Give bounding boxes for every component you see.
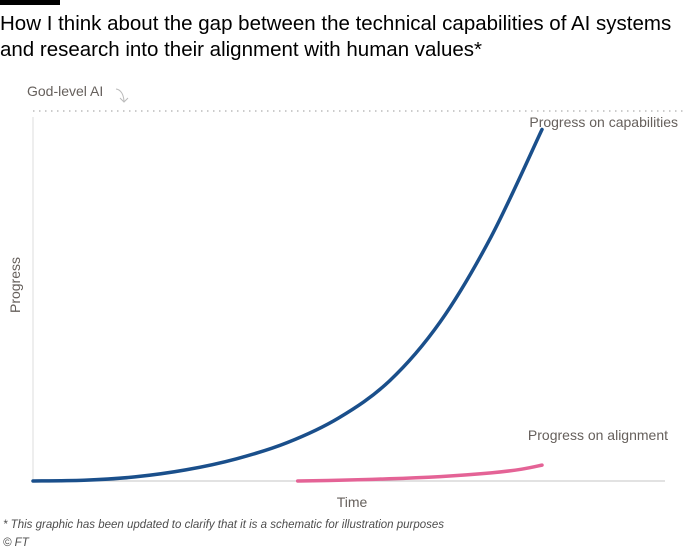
source-credit: © FT <box>3 537 29 549</box>
series-label-capabilities: Progress on capabilities <box>529 114 678 130</box>
reference-line-label: God-level AI <box>27 83 103 99</box>
series-line-alignment <box>295 463 544 483</box>
series-layer: Progress on capabilities Progress on alig… <box>31 114 678 483</box>
y-axis-label: Progress <box>7 257 23 313</box>
brand-bar <box>0 0 60 5</box>
line-chart: God-level AI Progress Time Progress on c… <box>7 83 683 510</box>
series-label-alignment: Progress on alignment <box>528 427 668 443</box>
chart-title-line-1: How I think about the gap between the te… <box>0 12 672 35</box>
chart-title: How I think about the gap between the te… <box>0 11 690 63</box>
reference-line-arrow <box>115 88 129 103</box>
chart-title-line-2: and research into their alignment with h… <box>0 38 483 61</box>
footnote: * This graphic has been updated to clari… <box>3 519 445 531</box>
x-axis-label: Time <box>337 494 368 510</box>
series-line-capabilities <box>31 127 544 483</box>
